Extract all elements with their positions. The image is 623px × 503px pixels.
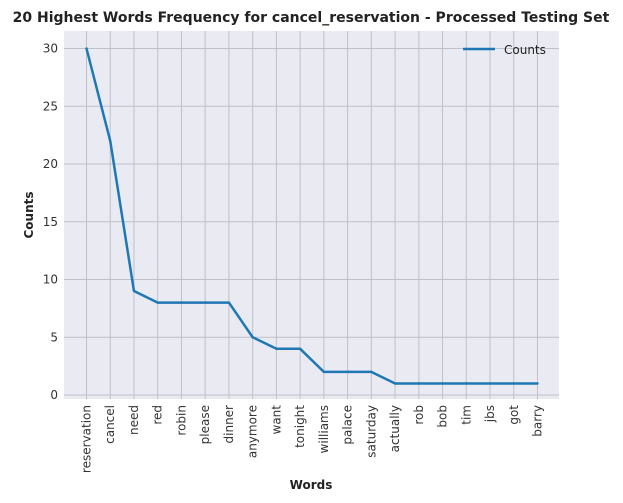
y-tick-labels: 0 5 10 15 20 25 30 bbox=[43, 42, 58, 403]
x-tick-labels: reservation cancel need red robin please dinne… bbox=[80, 405, 545, 473]
grid-lines bbox=[64, 31, 559, 399]
y-tick-label: 25 bbox=[43, 99, 58, 113]
y-tick-label: 20 bbox=[43, 157, 58, 171]
legend-label-counts: Counts bbox=[504, 43, 546, 57]
data-point bbox=[156, 301, 159, 304]
x-tick-label: jbs bbox=[483, 405, 497, 423]
data-point bbox=[536, 382, 539, 385]
x-tick-label: robin bbox=[174, 405, 188, 436]
x-axis-label: Words bbox=[290, 478, 333, 492]
data-point bbox=[417, 382, 421, 385]
data-point bbox=[346, 370, 349, 374]
data-point bbox=[488, 382, 492, 385]
data-point bbox=[85, 47, 88, 50]
data-point bbox=[465, 382, 468, 385]
y-tick-label: 15 bbox=[43, 215, 58, 229]
data-point bbox=[370, 370, 373, 374]
chart-title: 20 Highest Words Frequency for cancel_re… bbox=[13, 10, 610, 26]
data-point bbox=[322, 370, 326, 374]
x-tick-label: rob bbox=[412, 405, 426, 425]
x-tick-label: want bbox=[269, 405, 283, 435]
x-tick-label: red bbox=[151, 405, 165, 425]
x-tick-label: cancel bbox=[103, 405, 117, 444]
x-tick-label: dinner bbox=[222, 405, 236, 444]
series-line-counts bbox=[85, 48, 538, 385]
y-tick-label: 5 bbox=[50, 330, 58, 344]
plot-area bbox=[64, 31, 559, 399]
data-point bbox=[512, 382, 515, 385]
x-tick-label: saturday bbox=[364, 405, 378, 458]
y-tick-label: 10 bbox=[43, 273, 58, 287]
data-point bbox=[441, 382, 444, 385]
x-tick-label: barry bbox=[531, 405, 545, 437]
x-tick-label: anymore bbox=[246, 405, 260, 458]
data-point bbox=[203, 301, 207, 304]
y-axis-label: Counts bbox=[22, 191, 36, 238]
x-tick-label: tim bbox=[459, 405, 473, 425]
y-tick-label: 0 bbox=[50, 388, 58, 402]
x-tick-label: williams bbox=[317, 405, 331, 453]
x-tick-label: got bbox=[507, 405, 521, 425]
data-point bbox=[275, 347, 278, 350]
x-tick-label: need bbox=[127, 405, 141, 435]
x-tick-label: palace bbox=[341, 405, 355, 445]
data-point bbox=[393, 382, 397, 385]
series-lines bbox=[85, 47, 539, 385]
x-tick-label: reservation bbox=[80, 405, 94, 473]
y-tick-label: 30 bbox=[43, 42, 58, 56]
data-point bbox=[251, 336, 254, 339]
legend: Counts bbox=[463, 43, 546, 57]
data-point bbox=[180, 301, 183, 304]
x-tick-label: bob bbox=[436, 405, 450, 428]
x-tick-label: please bbox=[198, 405, 212, 444]
x-tick-label: actually bbox=[388, 405, 402, 452]
data-point bbox=[227, 301, 231, 304]
data-point bbox=[132, 289, 136, 293]
data-point bbox=[109, 139, 112, 143]
data-point bbox=[298, 347, 302, 350]
x-tick-label: tonight bbox=[293, 405, 307, 448]
